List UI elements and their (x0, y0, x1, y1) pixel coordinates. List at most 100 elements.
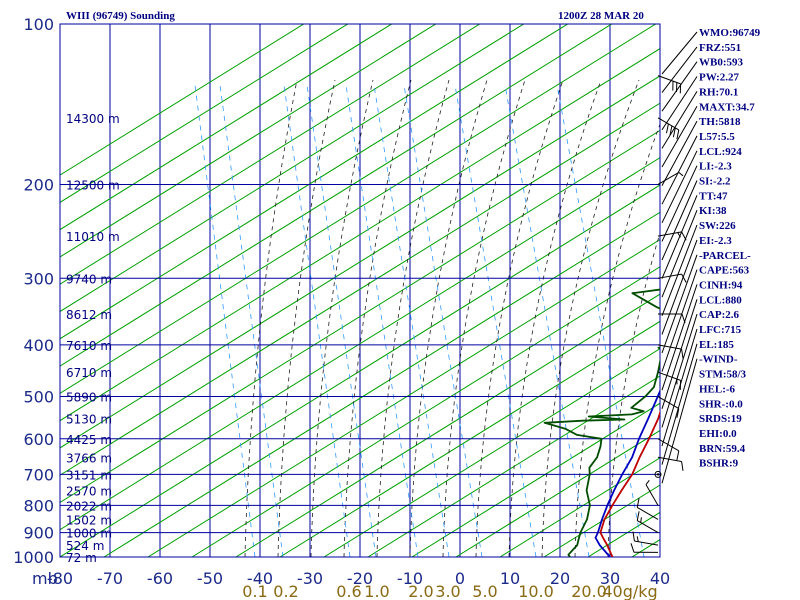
dry-adiabat-line (60, 24, 657, 394)
temperature-point (621, 489, 623, 491)
mixing-ratio-line (194, 84, 256, 557)
dewpoint-point (588, 467, 591, 469)
temperature-point (603, 538, 605, 540)
pressure-unit-label: mb (32, 569, 58, 588)
mixing-ratio-tick-label: 2.0 (408, 582, 433, 600)
index-line: CAP:2.6 (699, 309, 740, 321)
temperature-tick-label: 40 (650, 569, 670, 588)
index-line: EL:185 (699, 339, 734, 351)
dewpoint-point (656, 306, 658, 308)
wind-barb (657, 396, 680, 418)
height-label: 9740 m (66, 272, 112, 286)
dry-adiabat-line (235, 293, 660, 557)
parcel-point (601, 518, 603, 521)
temperature-tick-label: -80 (47, 569, 73, 588)
temperature-tick-label: -60 (147, 569, 173, 588)
temperature-point (603, 518, 606, 521)
moist-adiabat-line (409, 79, 488, 557)
moist-adiabat-line (244, 79, 298, 557)
pressure-tick-label: 600 (23, 430, 54, 449)
dewpoint-profile-line (543, 288, 660, 557)
index-line: EI:-2.3 (699, 235, 732, 247)
index-leader-line (661, 106, 698, 168)
temperature-tick-label: 20 (550, 569, 570, 588)
index-leader-line (661, 224, 698, 316)
temperature-point (611, 504, 614, 506)
dry-adiabat-line (60, 48, 660, 422)
parcel-point (621, 473, 623, 475)
dry-adiabat-line (587, 511, 660, 557)
parcel-point (613, 489, 615, 491)
index-line: TH:5818 (699, 116, 741, 128)
moist-adiabat-line (442, 79, 526, 557)
temperature-tick-label: 0 (455, 569, 465, 588)
height-label: 6710 m (66, 366, 112, 380)
index-leader-line (661, 150, 698, 224)
dewpoint-point (657, 347, 660, 349)
wind-barb (657, 344, 684, 359)
index-line: SI:-2.2 (699, 176, 731, 188)
indices-panel: WMO:96749 FRZ:551 WB0:593 PW:2.27 RH:70.1 MAX… (699, 27, 761, 470)
dry-adiabat-line (367, 375, 660, 557)
dewpoint-point (569, 556, 571, 557)
index-line: FRZ:551 (699, 42, 741, 54)
mixing-ratio-line (306, 84, 377, 557)
dry-adiabat-line (60, 24, 305, 176)
moist-adiabat-line (310, 79, 374, 557)
index-line: -PARCEL- (699, 250, 751, 262)
pressure-tick-label: 700 (23, 465, 54, 484)
dry-adiabat-line (147, 238, 660, 557)
temperature-point (745, 236, 746, 237)
wind-barb (657, 75, 682, 94)
index-line: CINH:94 (699, 279, 743, 291)
moist-adiabats (244, 79, 660, 557)
sounding-series (543, 184, 761, 557)
index-leader-line (661, 46, 698, 93)
wind-barb (636, 497, 659, 520)
index-leader-line (661, 165, 698, 242)
dry-adiabat-line (60, 24, 437, 258)
temperature-point (760, 184, 761, 185)
index-leader-line (661, 299, 698, 409)
dry-adiabat-line (60, 157, 660, 531)
temperature-point (631, 473, 633, 475)
isobar-grid (59, 23, 661, 558)
mixing-ratio-tick-label: 5.0 (472, 582, 497, 600)
index-line: TT:47 (699, 190, 728, 202)
dewpoint-point (677, 320, 678, 321)
index-line: LCL:880 (699, 294, 742, 306)
station-title: WIII (96749) Sounding (66, 10, 175, 22)
wind-index-leaders (661, 31, 698, 484)
index-leader-line (661, 91, 698, 149)
index-line: MAXT:34.7 (699, 101, 755, 113)
pressure-tick-label: 100 (23, 15, 54, 34)
dewpoint-point (661, 341, 662, 342)
dewpoint-point (588, 415, 590, 418)
temperature-tick-label: -50 (197, 569, 223, 588)
dewpoint-point (579, 532, 582, 534)
dry-adiabats (60, 24, 660, 557)
moist-adiabat-line (508, 79, 602, 557)
height-label: 1000 m (66, 527, 112, 541)
index-line: LFC:715 (699, 324, 742, 336)
parcel-profile-line (594, 388, 660, 557)
dewpoint-point (599, 445, 602, 447)
mixing-ratio-line (504, 84, 590, 557)
dewpoint-point (631, 413, 633, 415)
height-labels: 14300 m 12500 m 11010 m 9740 m 8612 m 7610 m 6… (66, 112, 120, 565)
dewpoint-point (661, 356, 662, 357)
index-line: KI:38 (699, 205, 727, 217)
index-line: EHI:0.0 (699, 428, 737, 440)
wind-barb (632, 531, 659, 546)
dewpoint-point (576, 544, 578, 546)
dewpoint-point (582, 420, 584, 422)
temperature-point (657, 418, 659, 420)
wind-barb (630, 543, 659, 553)
parcel-point (631, 456, 633, 458)
index-leader-line (661, 358, 698, 484)
pressure-tick-label: 800 (23, 496, 54, 515)
index-leader-line (661, 284, 698, 391)
dry-adiabat-line (60, 24, 481, 285)
parcel-point (696, 278, 697, 279)
index-leader-line (661, 180, 698, 261)
